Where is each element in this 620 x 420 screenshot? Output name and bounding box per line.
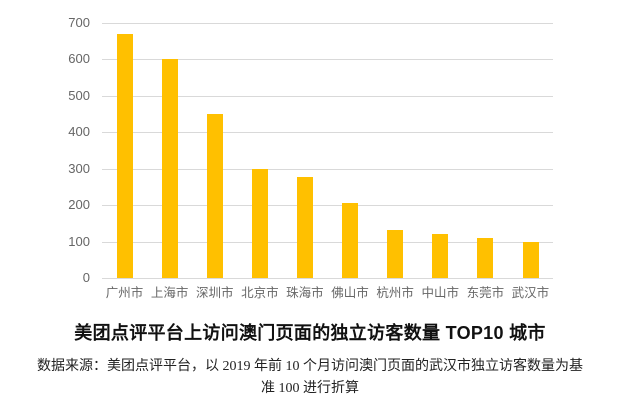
bar-上海市 <box>161 59 178 278</box>
gridline-500 <box>102 95 553 97</box>
bar-杭州市 <box>387 229 404 278</box>
source-note-line2: 准 100 进行折算 <box>261 381 359 396</box>
x-tick-label-珠海市: 珠海市 <box>286 286 324 300</box>
source-note-line1: 数据来源：美团点评平台，以 2019 年前 10 个月访问澳门页面的武汉市独立访… <box>37 359 583 374</box>
x-tick-label-武汉市: 武汉市 <box>511 286 550 300</box>
gridline-700 <box>102 23 553 24</box>
x-tick-label-北京市: 北京市 <box>241 286 279 300</box>
y-tick-label-0: 0 <box>82 270 90 285</box>
x-tick-label-上海市: 上海市 <box>150 286 189 300</box>
source-note: 数据来源：美团点评平台，以 2019 年前 10 个月访问澳门页面的武汉市独立访… <box>10 356 610 400</box>
bar-广州市 <box>116 33 133 278</box>
x-tick-label-东莞市: 东莞市 <box>466 286 505 300</box>
x-tick-label-广州市: 广州市 <box>105 286 144 300</box>
gridline-300 <box>102 168 553 170</box>
x-tick-label-杭州市: 杭州市 <box>376 286 414 300</box>
y-tick-label-400: 400 <box>68 124 90 140</box>
bar-深圳市 <box>206 114 223 278</box>
bar-武汉市 <box>522 241 539 278</box>
y-tick-label-300: 300 <box>68 160 90 176</box>
y-tick-label-600: 600 <box>68 51 90 67</box>
y-tick-label-700: 700 <box>68 15 90 30</box>
gridline-600 <box>102 59 553 61</box>
bar-中山市 <box>432 233 449 278</box>
gridline-200 <box>102 205 553 207</box>
x-tick-label-深圳市: 深圳市 <box>195 286 234 300</box>
gridline-100 <box>102 241 553 243</box>
gridline-400 <box>102 132 553 134</box>
plot-area: 0 100 200 300 400 500 600 700 广州市 上海市 深圳市 北京市 珠海市 佛山市… <box>68 15 553 300</box>
y-tick-label-100: 100 <box>68 233 90 249</box>
y-tick-label-500: 500 <box>68 87 90 103</box>
bar-东莞市 <box>477 237 494 278</box>
bar-佛山市 <box>342 203 359 278</box>
chart-title: 美团点评平台上访问澳门页面的独立访客数量 TOP10 城市 <box>74 323 546 343</box>
gridline-0 <box>102 278 553 279</box>
y-tick-label-200: 200 <box>68 197 90 213</box>
bar-珠海市 <box>297 176 313 278</box>
x-tick-label-佛山市: 佛山市 <box>331 286 369 300</box>
x-tick-label-中山市: 中山市 <box>421 286 459 300</box>
bar-北京市 <box>251 169 268 278</box>
